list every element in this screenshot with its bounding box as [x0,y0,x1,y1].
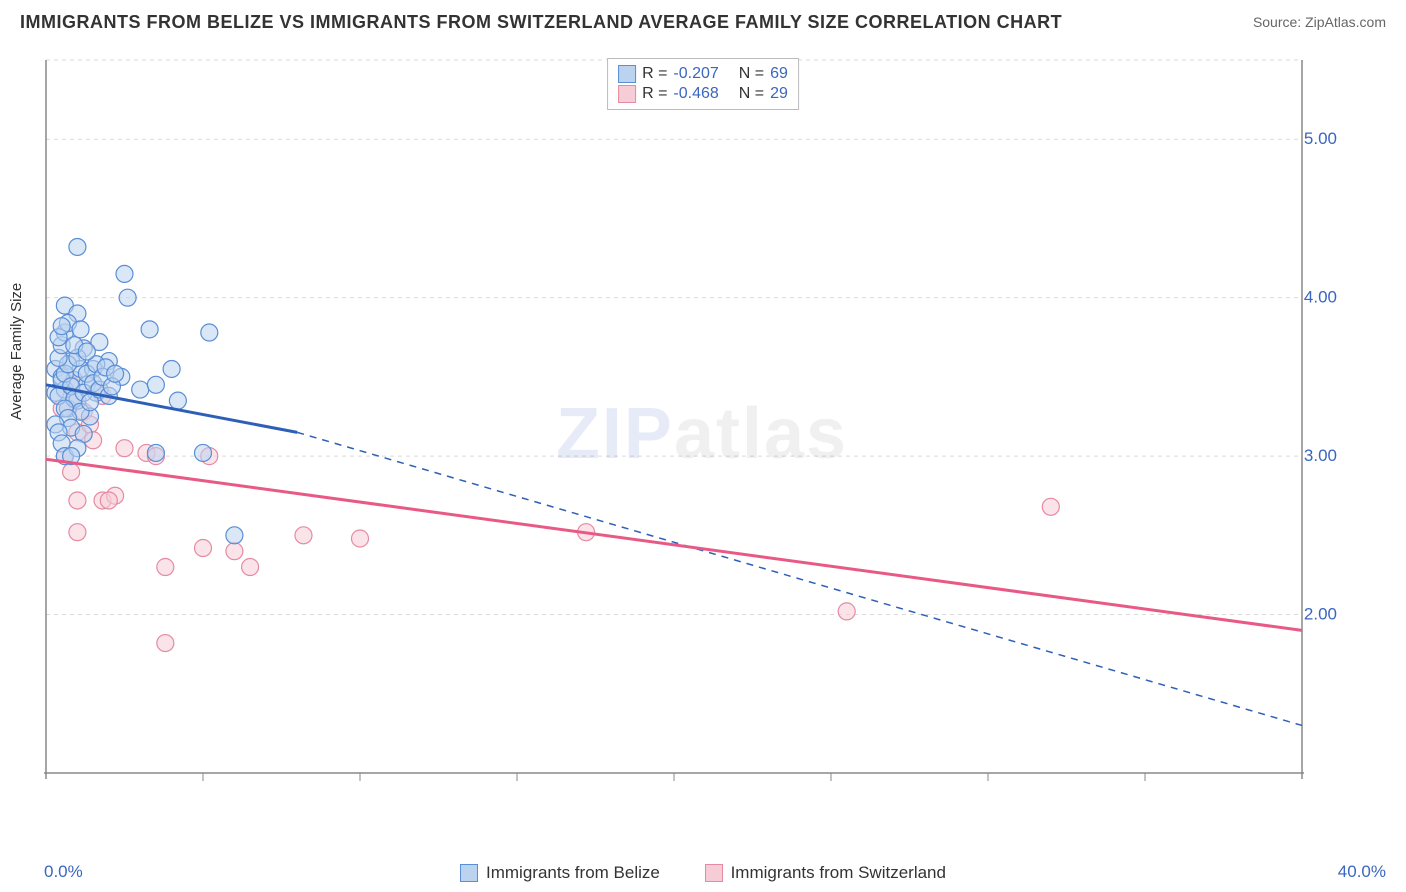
swatch-pink [618,85,636,103]
n-value-pink: 29 [770,85,788,103]
chart-svg: 2.00 3.00 4.00 5.00 [42,55,1362,813]
legend-label-pink: Immigrants from Switzerland [731,863,946,883]
legend-label-blue: Immigrants from Belize [486,863,660,883]
x-axis-min-label: 0.0% [44,862,83,882]
r-label: R = [642,85,667,103]
n-value-blue: 69 [770,65,788,83]
swatch-blue [460,864,478,882]
n-label: N = [739,85,764,103]
x-axis-max-label: 40.0% [1338,862,1386,882]
r-value-pink: -0.468 [673,85,718,103]
plot-area: 2.003.004.005.00 ZIPatlas [42,55,1362,813]
n-label: N = [739,65,764,83]
svg-text:4.00: 4.00 [1304,288,1337,307]
svg-text:3.00: 3.00 [1304,446,1337,465]
legend-stats-row-blue: R = -0.207 N = 69 [618,65,788,83]
legend-series: Immigrants from Belize Immigrants from S… [0,863,1406,887]
chart-container: IMMIGRANTS FROM BELIZE VS IMMIGRANTS FRO… [0,0,1406,892]
swatch-pink [705,864,723,882]
legend-stats-row-pink: R = -0.468 N = 29 [618,85,788,103]
legend-item-blue: Immigrants from Belize [460,863,660,883]
chart-title: IMMIGRANTS FROM BELIZE VS IMMIGRANTS FRO… [20,12,1062,33]
r-value-blue: -0.207 [673,65,718,83]
legend-stats: R = -0.207 N = 69 R = -0.468 N = 29 [607,58,799,110]
swatch-blue [618,65,636,83]
legend-item-pink: Immigrants from Switzerland [705,863,946,883]
svg-text:5.00: 5.00 [1304,129,1337,148]
y-axis-label: Average Family Size [8,283,25,420]
svg-text:2.00: 2.00 [1304,605,1337,624]
source-attribution: Source: ZipAtlas.com [1253,14,1386,30]
r-label: R = [642,65,667,83]
